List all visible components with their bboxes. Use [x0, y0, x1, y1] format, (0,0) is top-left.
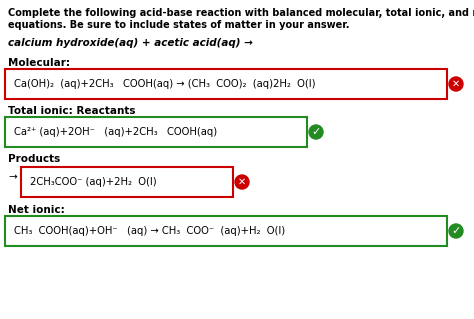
Circle shape [449, 77, 463, 91]
Text: Ca(OH)₂  (aq)+2CH₃   COOH(aq) → (CH₃  COO)₂  (aq)2H₂  O(l): Ca(OH)₂ (aq)+2CH₃ COOH(aq) → (CH₃ COO)₂ … [14, 79, 316, 89]
Circle shape [449, 224, 463, 238]
Text: CH₃  COOH(aq)+OH⁻   (aq) → CH₃  COO⁻  (aq)+H₂  O(l): CH₃ COOH(aq)+OH⁻ (aq) → CH₃ COO⁻ (aq)+H₂… [14, 226, 285, 236]
Text: Complete the following acid-base reaction with balanced molecular, total ionic, : Complete the following acid-base reactio… [8, 8, 474, 18]
FancyBboxPatch shape [5, 69, 447, 99]
Text: Molecular:: Molecular: [8, 58, 70, 68]
FancyBboxPatch shape [21, 167, 233, 197]
Text: 2CH₃COO⁻ (aq)+2H₂  O(l): 2CH₃COO⁻ (aq)+2H₂ O(l) [30, 177, 156, 187]
Text: ✓: ✓ [451, 226, 461, 236]
Text: calcium hydroxide(aq) + acetic acid(aq) →: calcium hydroxide(aq) + acetic acid(aq) … [8, 38, 253, 48]
Text: Ca²⁺ (aq)+2OH⁻   (aq)+2CH₃   COOH(aq): Ca²⁺ (aq)+2OH⁻ (aq)+2CH₃ COOH(aq) [14, 127, 217, 137]
FancyBboxPatch shape [5, 216, 447, 246]
Circle shape [235, 175, 249, 189]
Text: ✓: ✓ [311, 127, 321, 137]
Text: Products: Products [8, 154, 60, 164]
Text: Total ionic: Reactants: Total ionic: Reactants [8, 106, 136, 116]
FancyBboxPatch shape [5, 117, 307, 147]
Text: ✕: ✕ [238, 177, 246, 187]
Text: equations. Be sure to include states of matter in your answer.: equations. Be sure to include states of … [8, 20, 349, 30]
Circle shape [309, 125, 323, 139]
Text: →: → [8, 172, 17, 182]
Text: ✕: ✕ [452, 79, 460, 89]
Text: Net ionic:: Net ionic: [8, 205, 65, 215]
